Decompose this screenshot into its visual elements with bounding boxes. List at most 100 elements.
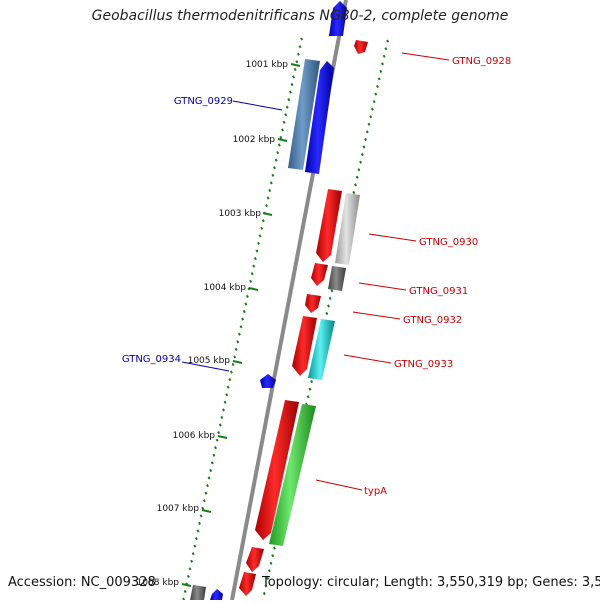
minor-tick-right: [369, 115, 373, 119]
minor-tick-left: [186, 574, 190, 578]
minor-tick-left: [191, 552, 195, 556]
feature-gtng-0931-shadow[interactable]: [328, 266, 346, 291]
minor-tick-left: [296, 52, 300, 56]
minor-tick-left: [204, 491, 208, 495]
minor-tick-right: [377, 77, 381, 81]
feature-bottom-red-1[interactable]: [246, 547, 264, 572]
minor-tick-right: [367, 122, 371, 126]
minor-tick-left: [261, 219, 265, 223]
gene-label-gtng-0933[interactable]: GTNG_0933: [394, 359, 453, 370]
gene-label-gtng-0929[interactable]: GTNG_0929: [174, 96, 233, 107]
minor-tick-left: [231, 362, 235, 367]
kbp-label-1005: 1005 kbp: [188, 356, 231, 366]
gene-label-gtng-0928[interactable]: GTNG_0928: [452, 56, 511, 67]
gene-label-gtng-0930[interactable]: GTNG_0930: [419, 237, 478, 248]
gene-label-gtng-0932[interactable]: GTNG_0932: [403, 315, 462, 326]
minor-tick-left: [220, 415, 224, 420]
feature-gtng-0928[interactable]: [354, 40, 368, 54]
feature-gtng-0931[interactable]: [311, 263, 328, 286]
leader-gtng-0929: [232, 100, 283, 111]
minor-tick-left: [194, 537, 198, 541]
feature-bottom-blue[interactable]: [210, 589, 223, 600]
gene-label-typa[interactable]: typA: [364, 486, 387, 497]
minor-tick-right: [262, 591, 266, 596]
kbp-tick-1006: [217, 435, 228, 439]
minor-tick-left: [242, 309, 246, 314]
kbp-tick-1001: [290, 63, 301, 67]
minor-tick-right: [362, 145, 366, 149]
feature-gtng-0934[interactable]: [260, 374, 276, 388]
feature-bottom-gray[interactable]: [190, 585, 206, 600]
feature-top-blue[interactable]: [329, 1, 347, 36]
minor-tick-left: [210, 461, 214, 465]
minor-tick-left: [266, 196, 270, 200]
kbp-label-1004: 1004 kbp: [204, 283, 247, 293]
accession-label: Accession: NC_009328: [8, 575, 156, 590]
feature-bottom-red-2[interactable]: [239, 572, 256, 596]
kbp-label-1003: 1003 kbp: [219, 209, 262, 219]
minor-tick-left: [207, 476, 211, 480]
minor-tick-left: [226, 385, 230, 389]
minor-tick-right: [328, 296, 332, 300]
minor-tick-left: [202, 499, 206, 503]
minor-tick-left: [274, 158, 278, 162]
minor-tick-left: [229, 370, 233, 374]
minor-tick-left: [218, 423, 222, 427]
minor-tick-right: [376, 84, 379, 89]
minor-tick-right: [308, 387, 312, 391]
minor-tick-right: [364, 137, 368, 142]
feature-gtng-0929-outer[interactable]: [288, 59, 320, 170]
minor-tick-left: [239, 325, 243, 329]
feature-gtng-0932[interactable]: [305, 294, 321, 313]
minor-tick-left: [282, 120, 286, 124]
kbp-tick-1007: [201, 509, 212, 513]
feature-typa-shadow[interactable]: [269, 404, 316, 546]
minor-tick-left: [300, 37, 304, 41]
leader-gtng-0933: [343, 354, 392, 364]
minor-tick-right: [272, 546, 276, 550]
minor-tick-right: [267, 569, 271, 573]
feature-gtng-0933-shadow[interactable]: [308, 319, 335, 380]
page-title: Geobacillus thermodenitrificans NG80-2, …: [91, 8, 509, 24]
gene-label-gtng-0931[interactable]: GTNG_0931: [409, 286, 468, 297]
minor-tick-left: [265, 204, 268, 208]
minor-tick-left: [223, 400, 227, 404]
kbp-tick-1004: [248, 287, 259, 291]
feature-gtng-0930[interactable]: [316, 189, 342, 262]
minor-tick-right: [352, 190, 356, 195]
feature-gtng-0933[interactable]: [292, 316, 317, 376]
minor-tick-right: [386, 39, 390, 43]
minor-tick-left: [214, 446, 217, 450]
minor-tick-left: [298, 45, 302, 49]
minor-tick-left: [245, 294, 249, 298]
minor-tick-left: [287, 98, 291, 102]
minor-tick-left: [285, 105, 289, 109]
minor-tick-left: [250, 272, 254, 276]
minor-tick-left: [290, 82, 294, 87]
minor-tick-right: [325, 311, 329, 316]
minor-tick-right: [264, 584, 268, 588]
minor-tick-left: [273, 166, 276, 170]
feature-gtng-0930-shadow[interactable]: [335, 193, 360, 265]
minor-tick-left: [190, 559, 194, 563]
minor-tick-left: [269, 181, 273, 185]
feature-typa[interactable]: [255, 400, 299, 540]
minor-tick-left: [212, 453, 216, 457]
leader-gtng-0931: [358, 282, 407, 291]
gene-label-gtng-0934[interactable]: GTNG_0934: [122, 354, 181, 365]
minor-tick-left: [209, 468, 213, 473]
minor-tick-left: [271, 173, 275, 177]
minor-tick-right: [354, 183, 357, 187]
gene-labels: GTNG_0928 GTNG_0929 GTNG_0930 GTNG_0931 …: [122, 56, 511, 497]
minor-tick-left: [241, 317, 245, 321]
minor-tick-right: [310, 380, 314, 384]
feature-gtng-0929[interactable]: [305, 61, 334, 174]
minor-tick-right: [266, 576, 270, 580]
tick-ring-left: [182, 37, 304, 601]
features: [190, 1, 368, 600]
minor-tick-right: [365, 130, 369, 134]
kbp-tick-1003: [262, 212, 273, 216]
minor-tick-left: [288, 90, 292, 94]
